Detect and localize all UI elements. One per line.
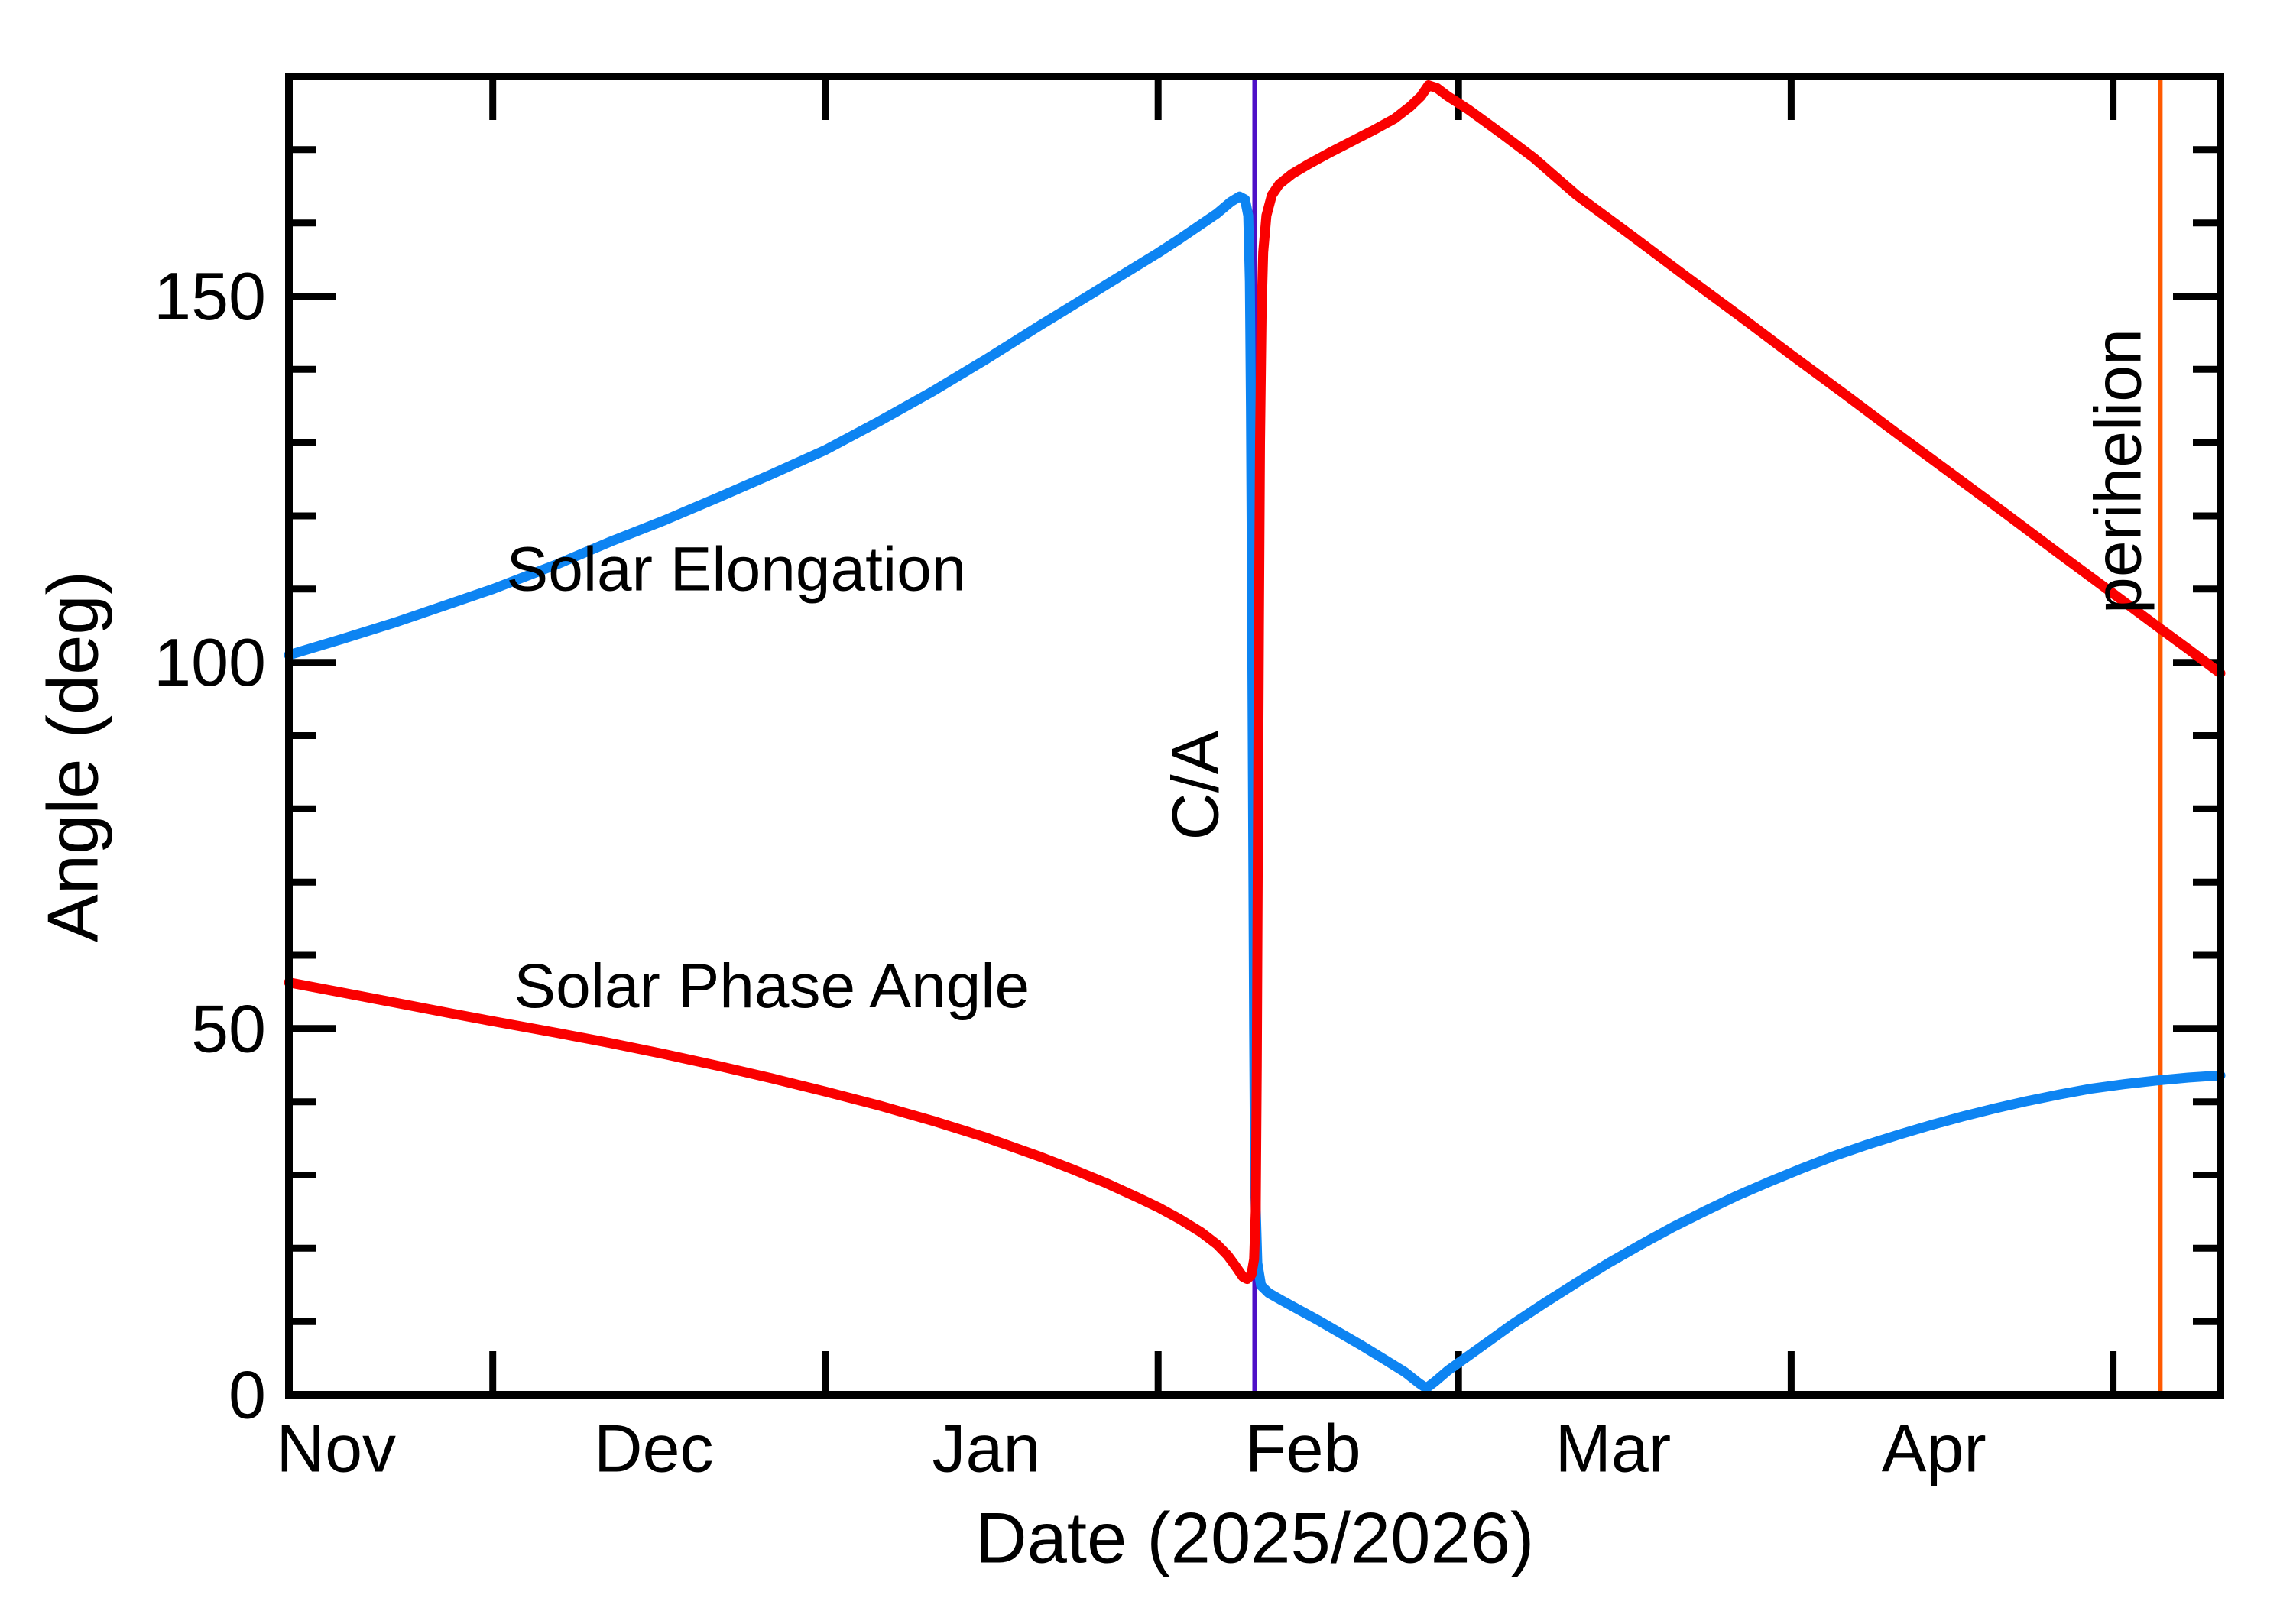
- tick-labels-layer: 0 50 100 150 Nov Dec Jan Feb Mar Apr: [154, 258, 1987, 1486]
- close-approach-label: C/A: [1159, 730, 1232, 840]
- perihelion-label: perihelion: [2082, 329, 2155, 614]
- y-tick-label: 50: [191, 990, 266, 1066]
- ticks-layer: [289, 76, 2220, 1395]
- y-axis-title: Angle (deg): [33, 571, 113, 942]
- x-tick-label-mar: Mar: [1555, 1411, 1672, 1486]
- plot-frame: [285, 73, 2224, 1399]
- y-tick-label: 150: [154, 258, 266, 334]
- y-tick-label: 0: [229, 1357, 266, 1433]
- solar-elongation-label: Solar Elongation: [507, 534, 967, 604]
- x-tick-label-apr: Apr: [1882, 1411, 1987, 1486]
- x-tick-label-feb: Feb: [1245, 1411, 1361, 1486]
- x-axis-title: Date (2025/2026): [975, 1498, 1535, 1578]
- x-tick-label-jan: Jan: [932, 1411, 1041, 1486]
- y-tick-label: 100: [154, 624, 266, 700]
- solar-elongation-curve: [284, 191, 2226, 1393]
- solar-phase-angle-label: Solar Phase Angle: [514, 951, 1030, 1021]
- x-tick-label-nov: Nov: [277, 1411, 397, 1486]
- solar-phase-angle-curve: [284, 80, 2226, 1285]
- x-tick-label-dec: Dec: [594, 1411, 714, 1486]
